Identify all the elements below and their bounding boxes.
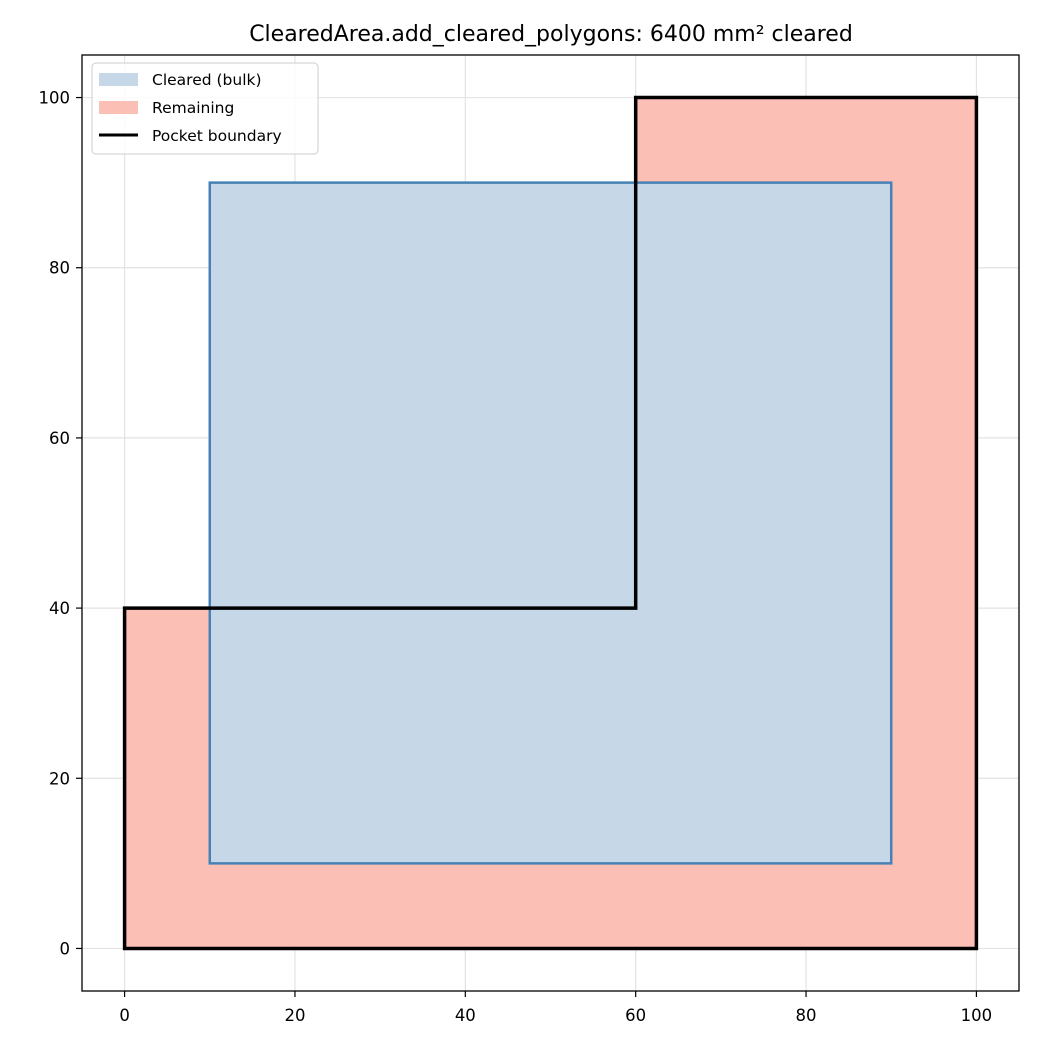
x-tick-label: 40 (455, 1006, 476, 1025)
x-tick-label: 60 (625, 1006, 646, 1025)
y-tick-label: 60 (49, 429, 70, 448)
y-tick-label: 0 (60, 939, 71, 958)
legend-label-pocket-boundary: Pocket boundary (152, 127, 282, 145)
legend-swatch-cleared-bulk (99, 73, 138, 86)
y-tick-label: 100 (39, 89, 71, 108)
legend-label-cleared-bulk: Cleared (bulk) (152, 71, 262, 89)
chart-title: ClearedArea.add_cleared_polygons: 6400 m… (249, 22, 853, 47)
series-cleared-bulk (208, 181, 893, 865)
x-tick-label: 100 (961, 1006, 993, 1025)
y-tick-label: 80 (49, 259, 70, 278)
legend-label-remaining: Remaining (152, 99, 234, 117)
axes-frame (81, 54, 1020, 992)
legend-swatch-remaining (99, 101, 138, 114)
plot-area: 0 20 40 60 80 100 0 20 40 60 80 100 Cleared (bulk) Re… (39, 54, 1020, 1025)
x-tick-label: 20 (284, 1006, 305, 1025)
y-tick-label: 20 (49, 769, 70, 788)
y-tick-label: 40 (49, 599, 70, 618)
x-tick-label: 0 (119, 1006, 130, 1025)
legend-box (91, 62, 319, 155)
series-pocket-boundary (122, 95, 979, 951)
x-tick-label: 80 (796, 1006, 817, 1025)
